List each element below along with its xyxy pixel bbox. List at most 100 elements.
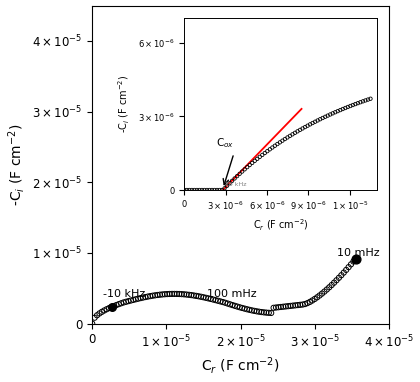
Point [307,299,313,305]
Point [149,293,156,299]
Point [128,298,134,304]
Point [91,315,98,321]
Point [113,302,120,308]
Point [321,288,328,295]
Point [96,310,103,316]
Point [152,292,158,298]
Point [319,291,326,297]
Point [280,304,286,310]
Point [323,286,330,293]
Y-axis label: -C$_i$ (F cm$^{-2}$): -C$_i$ (F cm$^{-2}$) [5,123,26,206]
Point [144,293,151,299]
Point [246,307,253,313]
Point [282,303,289,309]
Point [188,292,195,298]
Point [297,302,304,308]
Point [198,294,205,300]
Point [299,301,306,308]
Point [132,296,139,302]
Point [352,256,359,262]
Point [205,295,212,301]
Point [89,320,96,327]
Point [186,292,192,298]
Point [193,293,199,299]
X-axis label: C$_r$ (F cm$^{-2}$): C$_r$ (F cm$^{-2}$) [202,355,280,376]
Point [125,298,132,304]
Point [202,295,209,301]
Point [222,300,228,306]
Point [278,304,284,310]
Point [181,291,187,297]
Point [195,293,202,299]
Point [251,308,257,314]
Point [239,305,246,311]
Point [236,304,243,310]
Point [154,292,161,298]
Point [260,309,267,316]
Point [309,298,316,304]
Point [234,304,241,310]
Point [118,300,125,306]
Point [285,303,291,309]
Point [331,280,337,286]
Point [273,304,279,311]
Point [270,305,277,311]
Point [304,300,311,306]
Point [338,272,345,278]
Point [231,303,238,309]
Point [135,296,142,302]
Point [173,291,180,297]
Point [343,267,349,273]
Point [169,291,176,297]
Point [108,304,115,310]
Point [244,306,250,312]
Point [210,296,216,303]
Point [350,258,357,264]
Point [294,302,301,308]
Point [101,308,108,314]
Point [333,277,340,283]
Point [224,301,231,307]
Point [340,270,347,276]
Point [256,309,262,315]
Point [123,299,129,305]
Point [207,296,214,302]
Point [178,291,185,297]
Text: -10 kHz: -10 kHz [103,289,146,299]
Point [229,302,236,308]
Point [94,312,100,318]
Point [302,301,308,307]
Point [348,261,354,267]
Point [220,299,226,305]
Point [265,310,272,316]
Point [345,264,352,270]
Point [258,309,265,315]
Point [120,299,127,306]
Point [108,304,115,310]
Point [316,293,323,299]
Point [241,306,248,312]
Point [161,291,168,297]
Point [166,291,173,297]
Point [311,296,318,302]
Point [287,303,294,309]
Point [328,282,335,288]
Point [190,293,197,299]
Point [176,291,183,297]
Point [212,297,219,303]
Point [159,291,166,298]
Point [137,295,144,301]
Point [171,291,178,297]
Point [103,306,110,312]
Point [157,291,163,298]
Point [249,307,255,313]
Point [200,294,207,300]
Point [147,293,154,299]
Point [292,302,299,308]
Point [217,298,224,304]
Text: 10 mHz: 10 mHz [337,248,380,259]
Point [352,256,359,262]
Point [336,275,342,281]
Point [110,303,117,309]
Point [183,291,190,298]
